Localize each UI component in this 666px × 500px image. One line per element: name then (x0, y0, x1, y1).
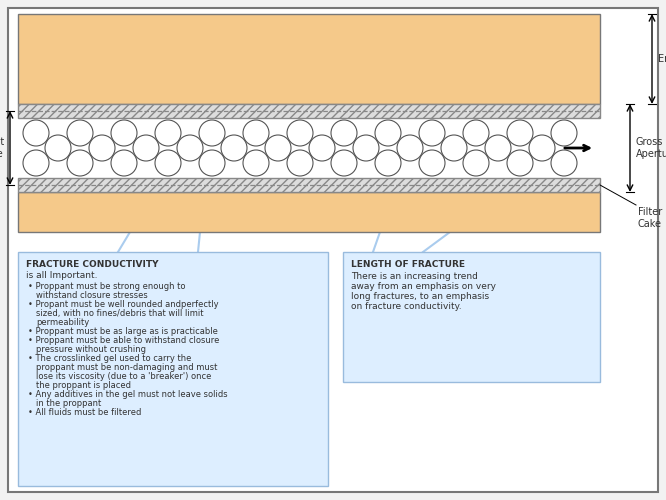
Circle shape (111, 150, 137, 176)
Text: lose its viscosity (due to a 'breaker') once: lose its viscosity (due to a 'breaker') … (36, 372, 211, 381)
Text: • Proppant must be able to withstand closure: • Proppant must be able to withstand clo… (28, 336, 219, 345)
Text: LENGTH OF FRACTURE: LENGTH OF FRACTURE (351, 260, 465, 269)
Circle shape (485, 135, 511, 161)
Circle shape (111, 120, 137, 146)
Text: withstand closure stresses: withstand closure stresses (36, 291, 148, 300)
Circle shape (67, 150, 93, 176)
Circle shape (155, 120, 181, 146)
Circle shape (23, 150, 49, 176)
Circle shape (331, 120, 357, 146)
Circle shape (67, 120, 93, 146)
Text: FRACTURE CONDUCTIVITY: FRACTURE CONDUCTIVITY (26, 260, 159, 269)
Text: • Proppant must be strong enough to: • Proppant must be strong enough to (28, 282, 186, 291)
Circle shape (177, 135, 203, 161)
Bar (18, 104, 600, 118)
Circle shape (463, 120, 489, 146)
Circle shape (265, 135, 291, 161)
Bar (18, 192, 600, 232)
Circle shape (397, 135, 423, 161)
Text: • Propant must be well rounded andperfectly: • Propant must be well rounded andperfec… (28, 300, 218, 309)
Text: sized, with no fines/debris that will limit: sized, with no fines/debris that will li… (36, 309, 204, 318)
Circle shape (45, 135, 71, 161)
Text: Embedment: Embedment (658, 54, 666, 64)
Circle shape (419, 120, 445, 146)
Circle shape (287, 120, 313, 146)
Bar (18, 252, 328, 486)
Text: permeability: permeability (36, 318, 89, 327)
Circle shape (551, 150, 577, 176)
Circle shape (221, 135, 247, 161)
Circle shape (155, 150, 181, 176)
Bar (18, 14, 600, 104)
Circle shape (507, 120, 533, 146)
Text: • The crosslinked gel used to carry the: • The crosslinked gel used to carry the (28, 354, 191, 363)
Text: Net
Aperture: Net Aperture (0, 137, 4, 159)
Circle shape (133, 135, 159, 161)
Circle shape (287, 150, 313, 176)
Text: the proppant is placed: the proppant is placed (36, 381, 131, 390)
Text: • Proppant must be as large as is practicable: • Proppant must be as large as is practi… (28, 327, 218, 336)
Circle shape (375, 120, 401, 146)
Text: proppant must be non-damaging and must: proppant must be non-damaging and must (36, 363, 217, 372)
Text: Gross
Aperture: Gross Aperture (636, 137, 666, 159)
Text: pressure without crushing: pressure without crushing (36, 345, 146, 354)
Text: Filter
Cake: Filter Cake (638, 207, 662, 229)
Circle shape (419, 150, 445, 176)
Bar (18, 118, 600, 178)
Text: is all Important.: is all Important. (26, 271, 97, 280)
Text: • Any additives in the gel must not leave solids: • Any additives in the gel must not leav… (28, 390, 228, 399)
Text: There is an increasing trend: There is an increasing trend (351, 272, 478, 281)
Text: on fracture conductivity.: on fracture conductivity. (351, 302, 462, 311)
Circle shape (309, 135, 335, 161)
Circle shape (441, 135, 467, 161)
Circle shape (331, 150, 357, 176)
Bar (18, 178, 600, 192)
Circle shape (89, 135, 115, 161)
Circle shape (529, 135, 555, 161)
Circle shape (199, 120, 225, 146)
Circle shape (463, 150, 489, 176)
Circle shape (243, 150, 269, 176)
Circle shape (551, 120, 577, 146)
Circle shape (199, 150, 225, 176)
Circle shape (353, 135, 379, 161)
Text: • All fluids must be filtered: • All fluids must be filtered (28, 408, 141, 417)
Circle shape (243, 120, 269, 146)
Bar (343, 252, 600, 382)
Text: long fractures, to an emphasis: long fractures, to an emphasis (351, 292, 489, 301)
Text: away from an emphasis on very: away from an emphasis on very (351, 282, 496, 291)
Circle shape (23, 120, 49, 146)
Circle shape (375, 150, 401, 176)
Text: in the proppant: in the proppant (36, 399, 101, 408)
Circle shape (507, 150, 533, 176)
